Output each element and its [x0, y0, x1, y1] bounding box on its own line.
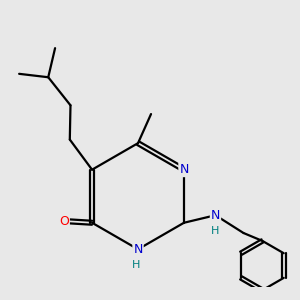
Text: N: N — [211, 209, 220, 222]
Text: H: H — [132, 260, 140, 270]
Text: N: N — [179, 163, 189, 176]
Text: O: O — [59, 214, 69, 227]
Text: N: N — [133, 243, 143, 256]
Text: H: H — [211, 226, 220, 236]
